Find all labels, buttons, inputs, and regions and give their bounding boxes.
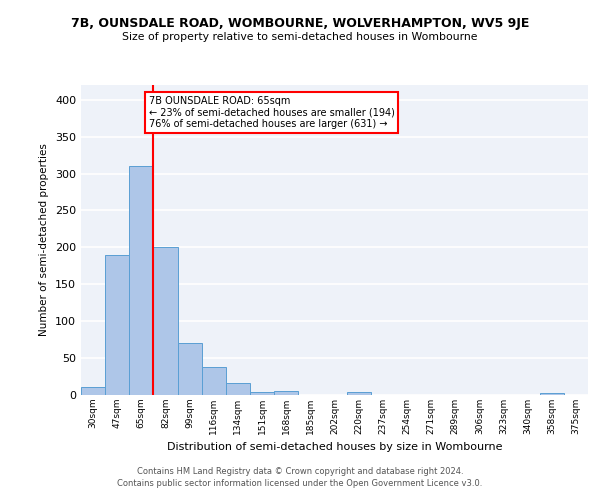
Bar	[274, 390, 298, 395]
Bar	[540, 393, 564, 395]
Bar	[178, 344, 202, 395]
Text: Size of property relative to semi-detached houses in Wombourne: Size of property relative to semi-detach…	[122, 32, 478, 42]
Text: Contains public sector information licensed under the Open Government Licence v3: Contains public sector information licen…	[118, 479, 482, 488]
Bar	[81, 387, 105, 395]
Bar	[129, 166, 154, 395]
Y-axis label: Number of semi-detached properties: Number of semi-detached properties	[40, 144, 49, 336]
Bar	[105, 255, 129, 395]
Text: Contains HM Land Registry data © Crown copyright and database right 2024.: Contains HM Land Registry data © Crown c…	[137, 467, 463, 476]
X-axis label: Distribution of semi-detached houses by size in Wombourne: Distribution of semi-detached houses by …	[167, 442, 502, 452]
Text: 7B, OUNSDALE ROAD, WOMBOURNE, WOLVERHAMPTON, WV5 9JE: 7B, OUNSDALE ROAD, WOMBOURNE, WOLVERHAMP…	[71, 18, 529, 30]
Bar	[250, 392, 274, 395]
Text: 7B OUNSDALE ROAD: 65sqm
← 23% of semi-detached houses are smaller (194)
76% of s: 7B OUNSDALE ROAD: 65sqm ← 23% of semi-de…	[149, 96, 394, 130]
Bar	[202, 367, 226, 395]
Bar	[226, 383, 250, 395]
Bar	[154, 248, 178, 395]
Bar	[347, 392, 371, 395]
